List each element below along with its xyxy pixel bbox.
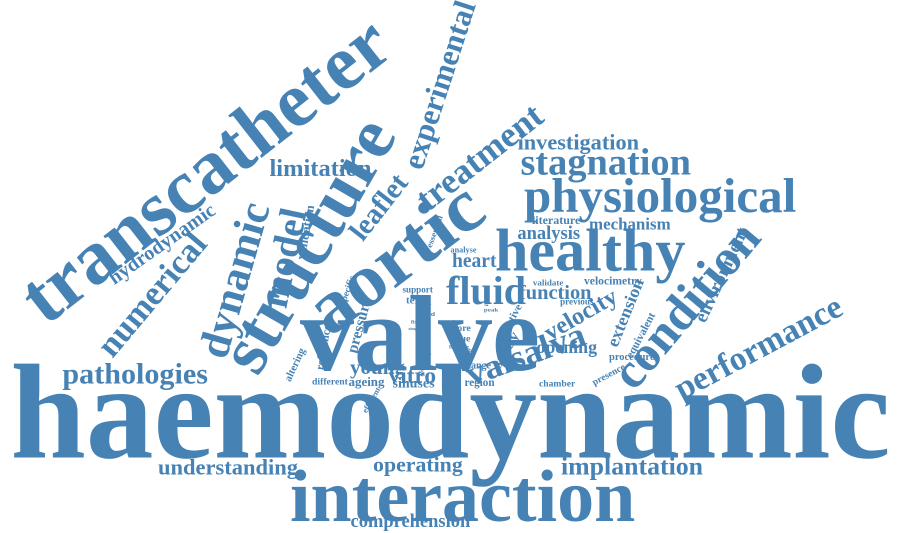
word-validate: validate: [532, 279, 564, 289]
word-vitro: vitro: [388, 362, 436, 388]
word-data: data: [451, 317, 463, 325]
word-issue: issue: [449, 332, 471, 344]
word-term: term: [405, 293, 429, 306]
word-more: more: [449, 321, 471, 333]
word-investigation: investigation: [517, 129, 639, 155]
word-mechanism: mechanism: [589, 216, 671, 235]
word-change: change: [461, 359, 491, 371]
word-ageing: ageing: [347, 374, 385, 389]
word-comprehension: comprehension: [350, 512, 470, 533]
word-lineage: lineage: [449, 342, 469, 350]
word-region: region: [463, 377, 495, 390]
word-analyse: analyse: [449, 246, 477, 256]
word-young: young: [349, 355, 405, 379]
word-interaction: interaction: [289, 456, 635, 533]
word-heart: heart: [451, 251, 497, 272]
word-haemodynamic: haemodynamic: [9, 336, 890, 488]
word-field: field: [419, 311, 435, 319]
word-stagnation: stagnation: [519, 141, 691, 184]
word-previous: previous: [560, 296, 594, 307]
word-opening: opening: [535, 338, 597, 358]
word-literature: literature: [531, 212, 581, 226]
word-limitation: limitation: [269, 154, 371, 182]
word-pathologies: pathologies: [62, 356, 208, 391]
word-different: different: [312, 375, 348, 387]
word-simple: simple: [407, 325, 421, 332]
word-sinuses: sinuses: [391, 375, 435, 391]
word-better: better: [415, 302, 431, 310]
word-state: state: [416, 304, 428, 312]
word-velocimetry: velocimetry: [584, 275, 642, 288]
word-analysis: analysis: [516, 224, 580, 245]
word-physiological: physiological: [523, 167, 797, 223]
word-healthy: healthy: [494, 216, 686, 284]
word-understanding: understanding: [157, 454, 299, 480]
word-support: support: [401, 284, 433, 295]
word-fluid: fluid: [445, 269, 527, 314]
word-valve: valve: [300, 275, 540, 394]
word-chamber: chamber: [538, 378, 576, 389]
word-function: function: [518, 280, 592, 304]
word-peak: peak: [483, 305, 499, 313]
word-implantation: implantation: [560, 452, 704, 482]
word-operating: operating: [373, 453, 463, 477]
word-procedure: procedure: [609, 351, 655, 364]
word-fixed: fixed: [410, 317, 424, 325]
